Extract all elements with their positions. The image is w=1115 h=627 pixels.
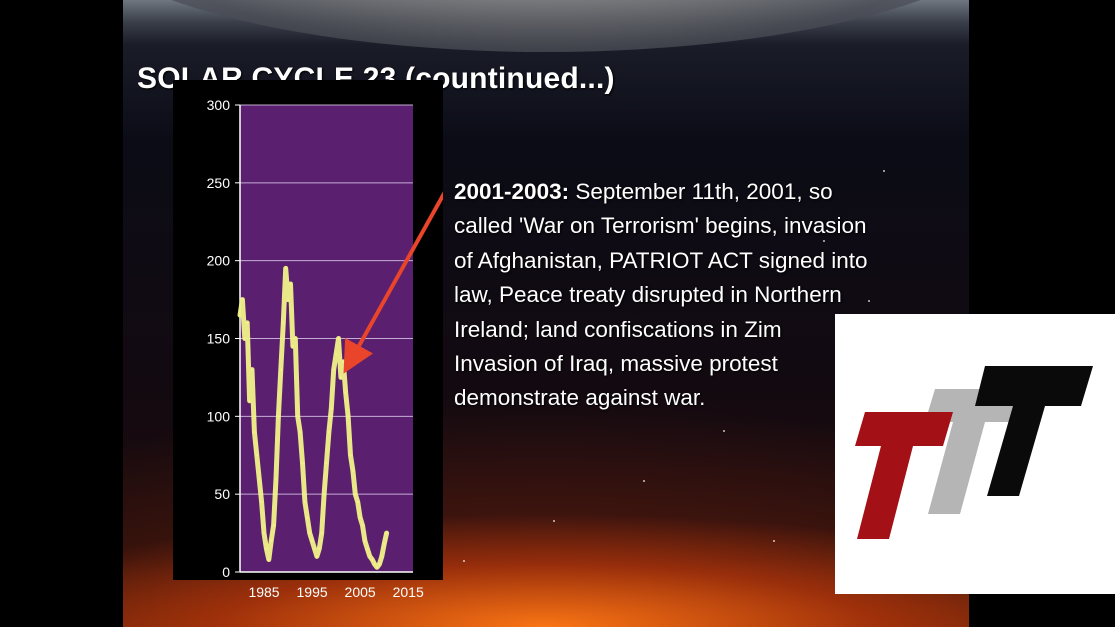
- y-tick-label: 150: [207, 331, 231, 347]
- slide-body-text: 2001-2003: September 11th, 2001, so call…: [454, 175, 954, 416]
- y-tick-label: 100: [207, 408, 231, 424]
- data-point: [358, 516, 362, 519]
- earth-horizon: [123, 0, 969, 52]
- data-point: [258, 477, 261, 480]
- star: [463, 560, 465, 562]
- data-point: [313, 547, 316, 550]
- data-point: [282, 321, 285, 325]
- data-point: [262, 531, 266, 535]
- text-line-1: 2001-2003: September 11th, 2001, so: [454, 175, 954, 209]
- data-point: [289, 282, 292, 286]
- y-tick-label: 250: [207, 175, 231, 191]
- logo-box: [835, 314, 1115, 594]
- data-point: [310, 539, 314, 543]
- data-point: [294, 337, 297, 340]
- text-line: September 11th, 2001, so: [569, 179, 833, 204]
- data-point: [267, 558, 271, 561]
- data-point: [286, 298, 290, 301]
- star: [723, 430, 725, 432]
- data-point: [330, 407, 333, 410]
- text-line: demonstrate against war.: [454, 385, 706, 411]
- data-point: [327, 430, 331, 434]
- data-point: [334, 352, 338, 356]
- data-point: [380, 555, 383, 558]
- data-point: [375, 566, 379, 569]
- data-point: [342, 360, 345, 364]
- y-tick-label: 50: [214, 486, 230, 502]
- data-point: [291, 345, 295, 348]
- data-point: [272, 524, 275, 527]
- sunspot-chart: 0 50 100 150 200 250 300 1985 1995 2005 2015: [207, 97, 443, 600]
- x-tick-label: 2015: [393, 584, 424, 600]
- logo-ttt-icon: [855, 366, 1093, 539]
- data-point: [346, 415, 350, 418]
- data-point: [315, 555, 319, 558]
- data-point: [246, 321, 249, 325]
- text-line: called 'War on Terrorism' begins, invasi…: [454, 213, 867, 239]
- data-point: [337, 337, 340, 340]
- text-line: law, Peace treaty disrupted in Northern: [454, 282, 842, 308]
- data-point: [385, 531, 388, 535]
- data-point: [322, 492, 326, 496]
- star: [823, 240, 825, 242]
- x-tick-label: 1995: [297, 584, 328, 600]
- data-point: [339, 376, 343, 379]
- data-point: [303, 500, 307, 504]
- data-point: [298, 430, 302, 434]
- data-point: [349, 454, 352, 457]
- star: [553, 520, 555, 522]
- data-point: [243, 337, 247, 340]
- text-line: of Afghanistan, PATRIOT ACT signed into: [454, 247, 868, 273]
- series-line: [237, 265, 390, 570]
- data-point: [354, 492, 357, 496]
- data-point: [274, 477, 278, 480]
- data-point: [248, 399, 251, 402]
- data-point: [253, 430, 256, 434]
- data-point: [238, 313, 242, 317]
- annotation-arrow: [343, 191, 443, 374]
- data-point: [382, 542, 386, 546]
- x-tick-label: 1985: [248, 584, 279, 600]
- data-point: [325, 461, 328, 465]
- star: [868, 300, 870, 302]
- y-tick-label: 300: [207, 97, 231, 113]
- data-point: [255, 454, 259, 457]
- data-point: [306, 516, 309, 519]
- y-tick-label: 0: [222, 564, 230, 580]
- data-point: [318, 547, 321, 550]
- text-lead: 2001-2003:: [454, 179, 570, 204]
- logo-letter-red: [855, 412, 953, 539]
- text-line: Ireland; land confiscations in Zim: [454, 316, 782, 342]
- data-point: [351, 469, 355, 473]
- star: [643, 480, 645, 482]
- data-point: [241, 298, 244, 301]
- data-point: [284, 267, 287, 270]
- data-point: [277, 415, 280, 418]
- data-point: [301, 461, 304, 465]
- data-point: [260, 500, 263, 504]
- star: [883, 170, 885, 172]
- data-point: [308, 531, 311, 535]
- data-point: [250, 368, 254, 371]
- data-point: [378, 563, 381, 566]
- data-point: [356, 500, 359, 504]
- data-point: [363, 539, 367, 543]
- data-point: [373, 563, 376, 566]
- data-point: [265, 547, 268, 550]
- logo-letter-black: [975, 366, 1093, 496]
- text-line: Invasion of Iraq, massive protest: [454, 351, 778, 377]
- data-point: [270, 539, 273, 543]
- data-point: [370, 558, 374, 561]
- data-point: [368, 555, 371, 558]
- star: [773, 540, 775, 542]
- data-point: [279, 368, 283, 371]
- data-point: [344, 391, 347, 395]
- data-point: [296, 415, 299, 418]
- y-tick-label: 200: [207, 253, 231, 269]
- data-point: [361, 524, 364, 527]
- data-point: [332, 368, 335, 371]
- data-point: [366, 547, 369, 550]
- data-point: [320, 531, 323, 535]
- x-tick-label: 2005: [345, 584, 376, 600]
